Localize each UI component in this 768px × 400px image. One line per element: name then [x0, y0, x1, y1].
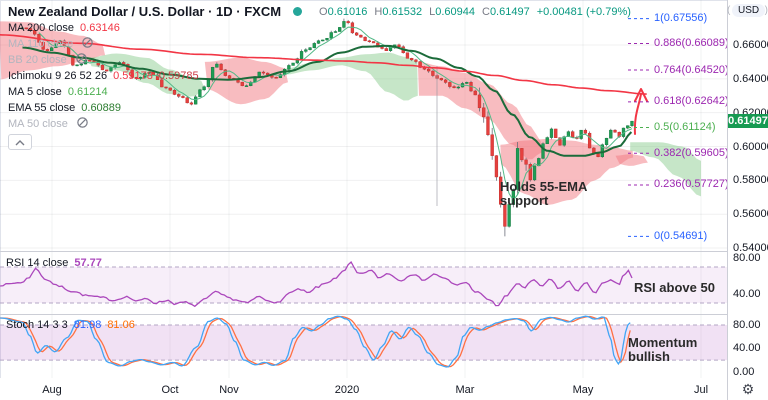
stoch-axis-label: 40.00 [733, 342, 761, 355]
ma5-value: 0.61214 [67, 86, 108, 98]
fib-label: 0.618(0.62642) [654, 95, 729, 108]
visibility-off-icon[interactable] [81, 36, 94, 52]
unit-paren-left: ( [727, 5, 731, 16]
high-label: H [374, 5, 383, 18]
symbol-header: New Zealand Dollar / U.S. Dollar · 1D · … [8, 4, 631, 19]
ema55-value: 0.60889 [81, 102, 122, 114]
fib-label: 0(0.54691) [654, 229, 708, 242]
legend-row-ma5[interactable]: MA 5 close 0.61214 [8, 86, 108, 98]
currency-unit-toggle[interactable]: USD [732, 4, 766, 17]
annotation-holds-ema: Holds 55-EMA support [500, 179, 588, 208]
visibility-off-icon[interactable] [76, 116, 89, 132]
open-value: 0.61016 [327, 5, 368, 18]
legend-row-bb20[interactable]: BB 20 close [8, 53, 88, 67]
currency-unit-label: USD [738, 5, 760, 16]
collapse-indicators-button[interactable] [8, 134, 32, 150]
annotation-rsi-note: RSI above 50 [634, 280, 715, 295]
low-label: L [429, 5, 436, 18]
rsi-axis-label: 80.00 [733, 252, 761, 264]
change-readout: +0.00481 (+0.79%) [536, 5, 631, 18]
time-axis-label: Oct [161, 384, 179, 396]
high-value: 0.61532 [382, 5, 423, 18]
axis-divider-vertical [727, 0, 728, 400]
time-axis-label: 2020 [334, 384, 360, 396]
low-value: 0.60944 [435, 5, 475, 18]
legend-row-ma110[interactable]: MA 110 close [8, 37, 94, 51]
close-value: 0.61497 [489, 5, 530, 18]
rsi-value: 57.77 [74, 257, 102, 269]
open-label: O [319, 5, 328, 18]
legend-row-ma200[interactable]: MA 200 close 0.63146 [8, 22, 120, 34]
symbol-title[interactable]: New Zealand Dollar / U.S. Dollar · 1D · … [8, 4, 282, 19]
stoch-d-value: 81.06 [107, 319, 135, 331]
rsi-legend[interactable]: RSI 14 close 57.77 [6, 257, 102, 269]
pane-divider[interactable] [0, 251, 768, 252]
fib-label: 1(0.67556) [654, 12, 708, 25]
ma200-value: 0.63146 [80, 22, 120, 34]
last-price-badge: 0.61497 [728, 114, 768, 129]
visibility-off-icon[interactable] [75, 52, 88, 68]
fib-label: 0.236(0.57727) [654, 178, 729, 191]
data-stream-dot [293, 7, 303, 16]
time-axis-label: Aug [42, 384, 62, 396]
fib-label: 0.5(0.61124) [654, 121, 716, 133]
stoch-k-value: 81.98 [73, 319, 102, 331]
time-axis-label: Nov [219, 384, 239, 396]
time-axis-label: Mar [455, 384, 475, 396]
ichimoku-base-value: 0.59785 [158, 70, 199, 82]
ohlc-readout: O0.61016 H0.61532 L0.60944 C0.61497 [312, 6, 530, 18]
stoch-axis-label: 80.00 [733, 319, 761, 331]
stoch-axis-label: 0.00 [733, 365, 755, 378]
settings-gear-icon[interactable]: ⚙ [728, 378, 768, 400]
fib-label: 0.886(0.66089) [654, 36, 729, 49]
legend-row-ema55[interactable]: EMA 55 close 0.60889 [8, 102, 122, 114]
chevron-up-icon [14, 135, 26, 150]
annotation-momentum: Momentum bullish [628, 335, 698, 364]
unit-paren-right: ) [764, 5, 768, 16]
fib-label: 0.764(0.64520) [654, 63, 729, 76]
stoch-legend[interactable]: Stoch 14 3 3 81.98 81.06 [6, 319, 135, 331]
pane-divider[interactable] [0, 314, 768, 315]
fib-label: 0.382(0.59605) [654, 146, 729, 159]
rsi-axis-label: 40.00 [733, 288, 761, 300]
time-axis[interactable]: Aug Oct Nov 2020 Mar May Jul [0, 378, 727, 400]
legend-row-ichimoku[interactable]: Ichimoku 9 26 52 26 0.59178 0.59785 [8, 70, 199, 82]
legend-row-ma50[interactable]: MA 50 close [8, 117, 89, 131]
time-axis-label: May [572, 384, 594, 396]
time-axis-label: Jul [693, 384, 709, 396]
close-label: C [481, 5, 490, 18]
price-axis[interactable]: USD ( ) 0.660000.640000.620000.600000.58… [727, 0, 768, 378]
ichimoku-conversion-value: 0.59178 [113, 70, 153, 82]
